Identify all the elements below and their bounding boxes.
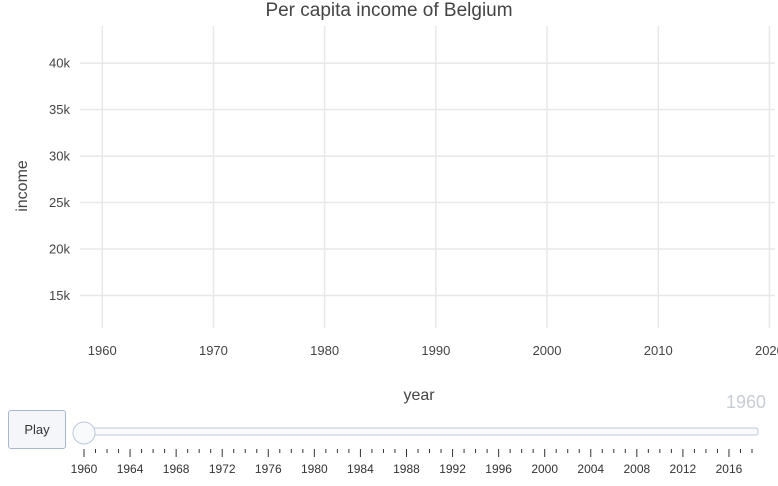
slider-label: 1984	[347, 462, 374, 476]
x-axis-ticks: 1960 1970 1980 1990 2000 2010 2020	[88, 343, 778, 358]
x-tick-label: 1990	[421, 343, 450, 358]
slider-label: 2004	[577, 462, 604, 476]
y-axis-title: income	[14, 160, 31, 212]
slider-label: 1964	[117, 462, 144, 476]
x-tick-label: 2010	[644, 343, 673, 358]
slider-label: 1968	[163, 462, 190, 476]
plot-area: 1960 1970 1980 1990 2000 2010 2020 15k 20k 25k 30…	[14, 26, 778, 404]
x-grid	[101, 26, 771, 328]
slider-label: 2000	[531, 462, 558, 476]
slider-current-value: 1960	[725, 392, 766, 412]
y-tick-label: 35k	[49, 102, 70, 117]
slider-label: 2016	[716, 462, 743, 476]
y-tick-label: 15k	[49, 288, 70, 303]
x-tick-label: 1980	[310, 343, 339, 358]
slider-labels: 1960 1964 1968 1972 1976 1980 1984 1988 1992 1996…	[71, 462, 743, 476]
y-grid	[80, 62, 775, 297]
y-tick-label: 30k	[49, 149, 70, 164]
x-tick-label: 2000	[533, 343, 562, 358]
y-tick-label: 40k	[49, 56, 70, 71]
slider-label: 2012	[670, 462, 697, 476]
x-tick-label: 1960	[88, 343, 117, 358]
play-button[interactable]: Play	[8, 410, 66, 449]
x-tick-label: 1970	[199, 343, 228, 358]
slider-label: 2008	[623, 462, 650, 476]
slider-label: 1980	[301, 462, 328, 476]
slider-label: 1996	[485, 462, 512, 476]
slider-label: 1976	[255, 462, 282, 476]
y-tick-label: 25k	[49, 195, 70, 210]
x-tick-label: 2020	[755, 343, 778, 358]
slider-label: 1988	[393, 462, 420, 476]
slider-handle[interactable]	[72, 421, 96, 445]
chart-title: Per capita income of Belgium	[265, 0, 513, 21]
slider-label: 1972	[209, 462, 236, 476]
slider-rail[interactable]	[76, 427, 759, 436]
x-axis-title: year	[403, 387, 435, 404]
year-slider[interactable]: 1960 1964 1968 1972 1976 1980 1984 1988 1992 1996…	[0, 415, 778, 486]
y-tick-label: 20k	[49, 242, 70, 257]
slider-ticks	[83, 449, 753, 457]
slider-label: 1992	[439, 462, 466, 476]
slider-label: 1960	[71, 462, 98, 476]
y-axis-ticks: 15k 20k 25k 30k 35k 40k	[49, 56, 70, 303]
